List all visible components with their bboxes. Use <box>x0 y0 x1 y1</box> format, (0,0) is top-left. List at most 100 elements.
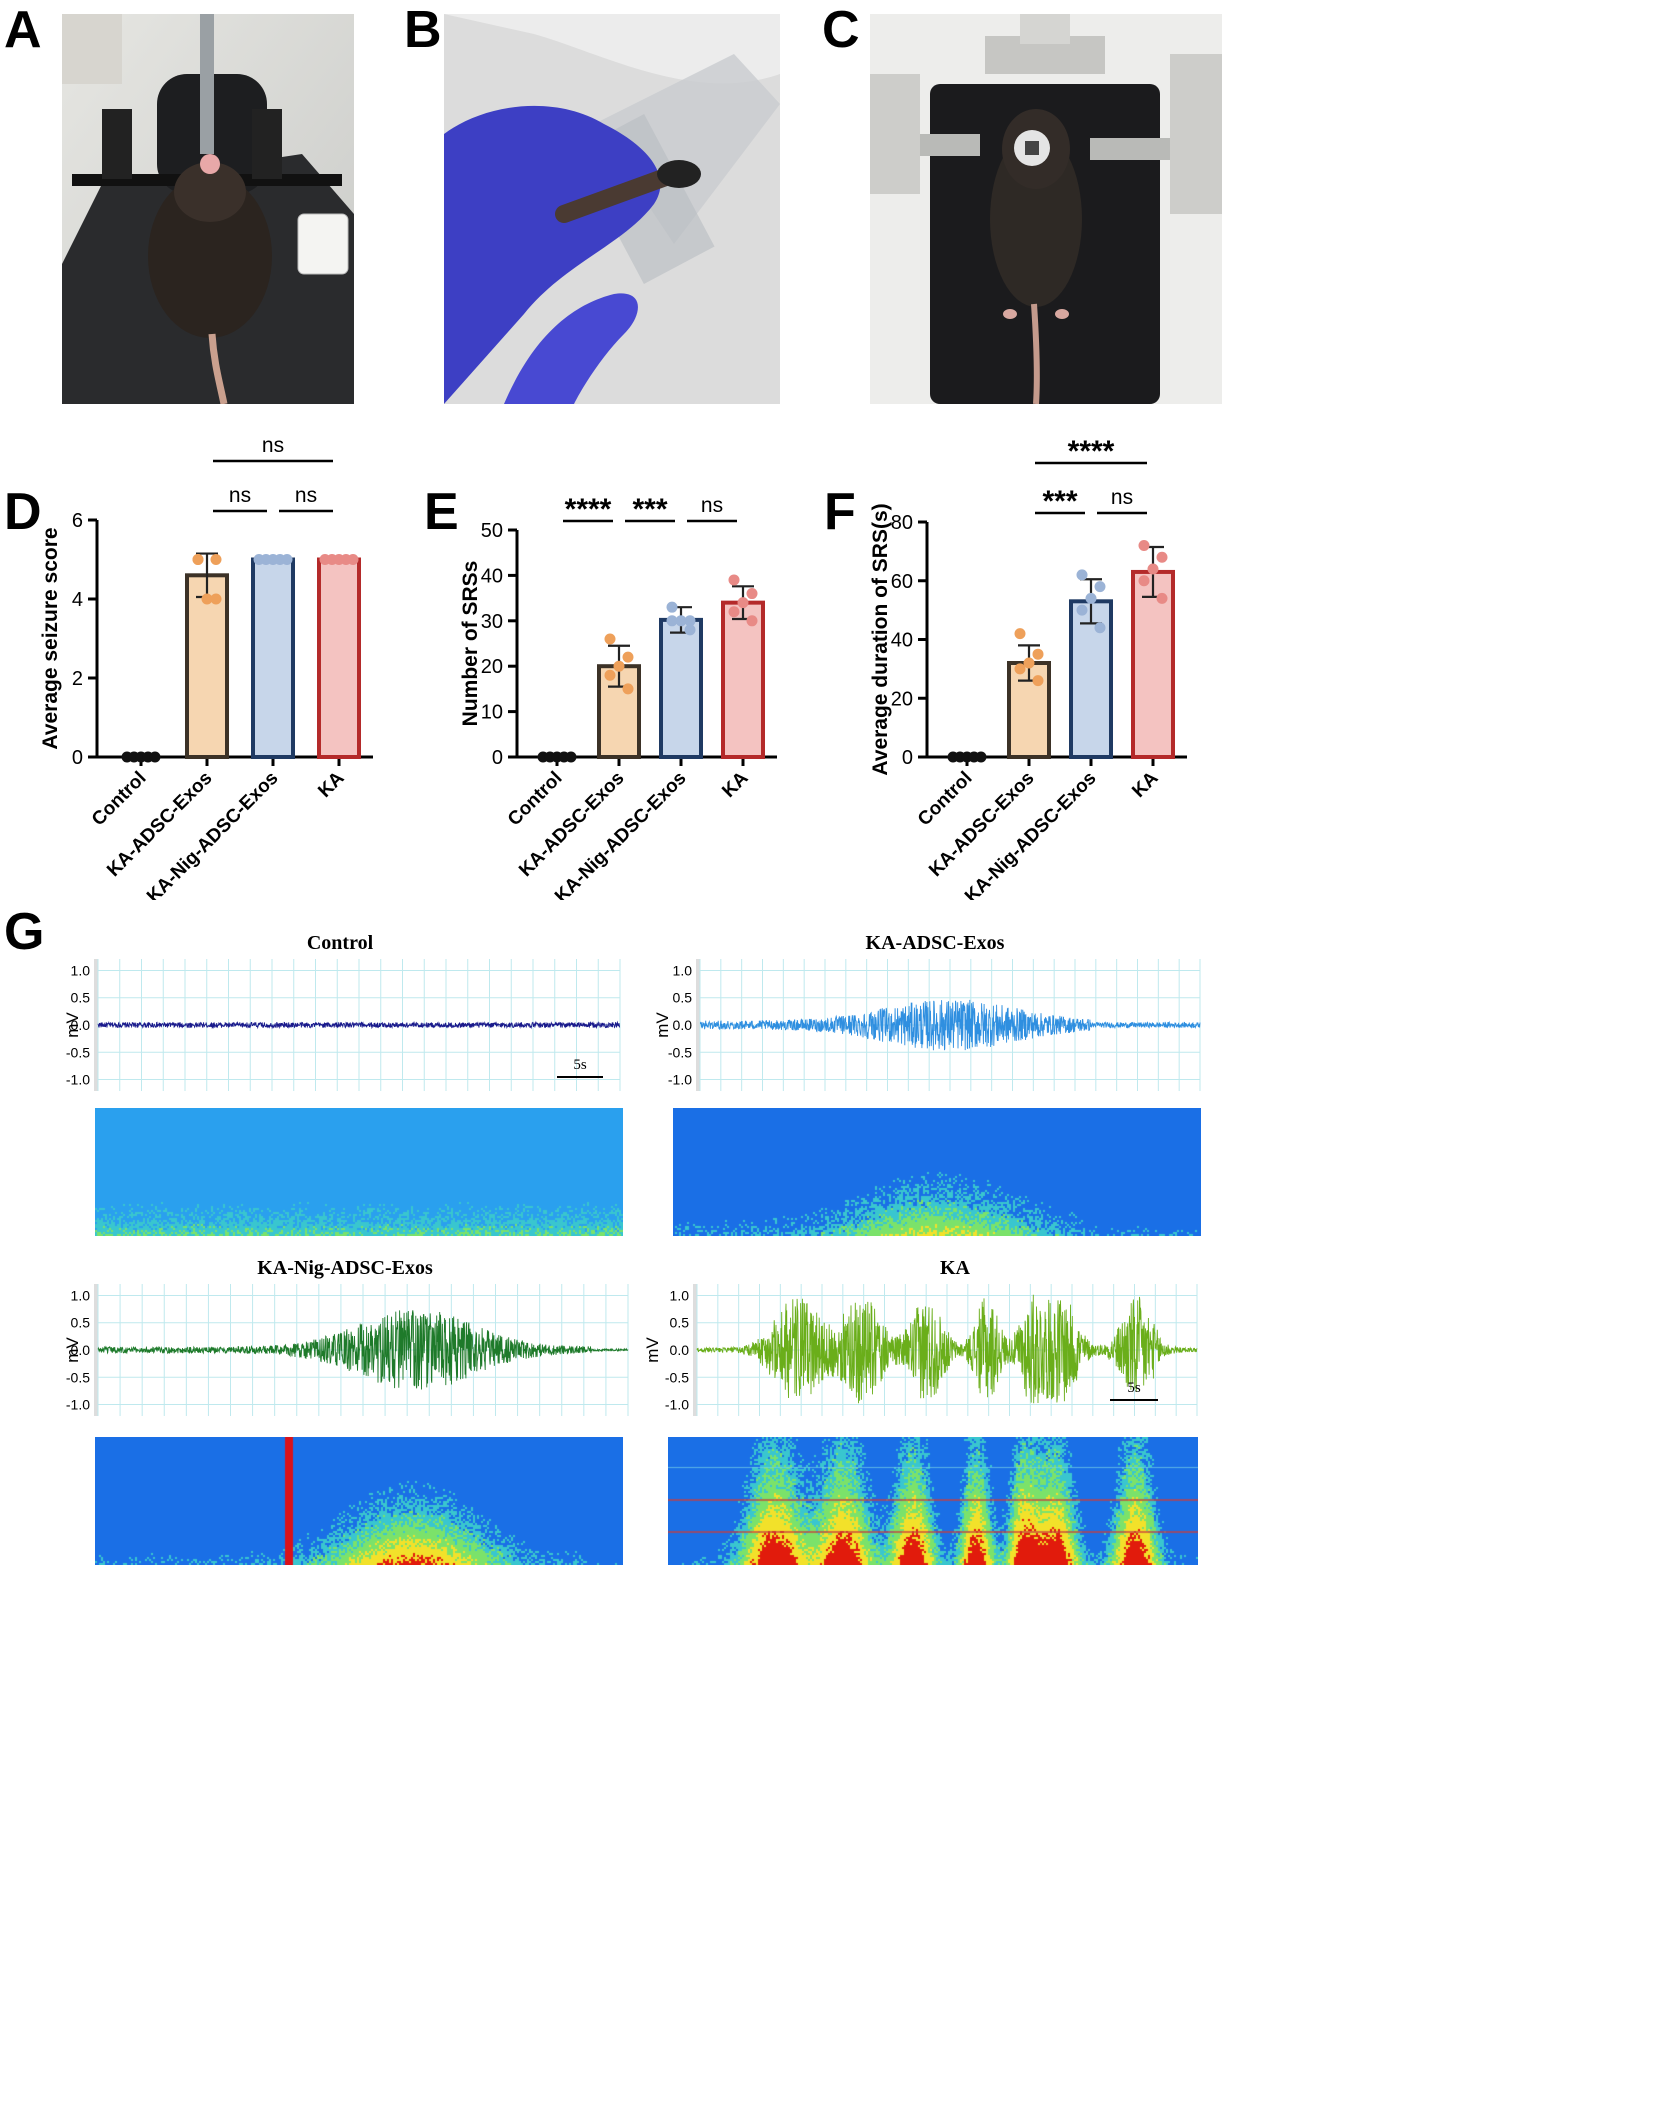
significance-label: **** <box>1068 435 1115 468</box>
data-point <box>684 615 696 627</box>
data-point <box>604 669 616 681</box>
significance-label: **** <box>565 493 612 526</box>
photo-intraperitoneal-injection <box>444 14 780 404</box>
data-point <box>1138 540 1150 551</box>
eeg-y-tick-label: 1.0 <box>71 962 91 978</box>
bar-ka-nig-adsc-exos <box>659 617 703 759</box>
data-point <box>975 751 987 763</box>
y-tick-label: 0 <box>492 747 503 769</box>
eeg-y-tick-label: -1.0 <box>665 1397 689 1413</box>
data-point <box>1076 569 1088 581</box>
eeg-title: KA-ADSC-Exos <box>866 932 1005 954</box>
y-tick-label: 6 <box>72 510 83 532</box>
y-tick-label: 40 <box>891 630 913 652</box>
eeg-y-tick-label: 0.5 <box>71 1315 91 1331</box>
x-tick-label: KA-ADSC-Exos <box>515 768 628 881</box>
eeg-y-axis <box>94 1284 98 1416</box>
photo-stereotaxic-injection <box>62 14 354 404</box>
data-point <box>1094 581 1106 593</box>
data-point <box>1138 575 1150 587</box>
data-point <box>347 554 359 565</box>
panel-label-c: C <box>822 1 860 59</box>
eeg-y-tick-label: 1.0 <box>71 1287 91 1303</box>
x-tick-label: KA <box>718 767 752 801</box>
data-point <box>281 554 293 565</box>
eeg-y-tick-label: 0.0 <box>71 1017 91 1033</box>
eeg-y-axis <box>696 959 700 1091</box>
eeg-title: KA-Nig-ADSC-Exos <box>257 1257 433 1279</box>
bar-ka-nig-adsc-exos <box>1069 599 1113 759</box>
bar-ka <box>721 600 765 759</box>
y-axis-title: Average seizure score <box>39 527 62 749</box>
y-tick-label: 40 <box>481 565 503 587</box>
eeg-y-tick-label: 0.0 <box>673 1017 693 1033</box>
eeg-trace-ka: KA mV 1.0 0.5 0.0 -0.5 -1.0 5s <box>643 1257 1198 1416</box>
spectrogram-ka-adsc-exos <box>673 1108 1201 1236</box>
eeg-y-tick-label: -1.0 <box>66 1072 90 1088</box>
panel-label-g: G <box>4 903 45 961</box>
eeg-y-tick-label: 0.0 <box>670 1342 690 1358</box>
significance-label: ns <box>229 484 251 507</box>
eeg-y-tick-label: 1.0 <box>670 1287 690 1303</box>
data-point <box>746 615 758 627</box>
eeg-title: KA <box>940 1257 971 1279</box>
data-point <box>210 593 222 605</box>
eeg-signal <box>696 1294 1198 1404</box>
data-point <box>1076 604 1088 616</box>
eeg-y-axis <box>94 959 98 1091</box>
y-tick-label: 50 <box>481 520 503 542</box>
x-tick-label: KA <box>1128 767 1162 801</box>
scale-bar-label: 5s <box>1127 1380 1141 1396</box>
data-point <box>1156 551 1168 563</box>
panel-label-b: B <box>404 1 442 59</box>
eeg-y-tick-label: 0.5 <box>670 1315 690 1331</box>
data-point <box>604 633 616 645</box>
eeg-y-tick-label: -0.5 <box>665 1369 689 1385</box>
data-point <box>666 601 678 613</box>
significance-label: ns <box>1111 486 1133 509</box>
eeg-y-label: mV <box>653 1012 672 1038</box>
y-tick-label: 60 <box>891 571 913 593</box>
panel-label-e: E <box>424 483 459 541</box>
y-tick-label: 4 <box>72 589 83 611</box>
data-point <box>201 593 213 605</box>
bar-ka <box>317 557 361 759</box>
eeg-y-tick-label: -0.5 <box>668 1044 692 1060</box>
data-point <box>1014 628 1026 640</box>
data-point <box>728 574 740 586</box>
data-point <box>622 683 634 695</box>
significance-label: ns <box>701 494 723 517</box>
data-point <box>737 597 749 609</box>
eeg-y-label: mV <box>63 1012 82 1038</box>
eeg-trace-ka-adsc-exos: KA-ADSC-Exos mV 1.0 0.5 0.0 -0.5 -1.0 <box>653 932 1201 1091</box>
data-point <box>210 554 222 565</box>
eeg-trace-control: Control mV 1.0 0.5 0.0 -0.5 -1.0 5s <box>63 932 621 1091</box>
y-tick-label: 0 <box>72 747 83 769</box>
eeg-y-tick-label: -0.5 <box>66 1369 90 1385</box>
spectrogram-ka <box>668 1437 1198 1565</box>
data-point <box>746 588 758 600</box>
data-point <box>1032 675 1044 687</box>
eeg-y-tick-label: 0.0 <box>71 1342 91 1358</box>
spectrogram-ka-nig-adsc-exos <box>95 1437 623 1565</box>
data-point <box>666 615 678 627</box>
data-point <box>1094 622 1106 634</box>
data-point <box>684 624 696 636</box>
x-tick-label: KA-ADSC-Exos <box>925 768 1038 881</box>
significance-label: *** <box>632 493 667 526</box>
eeg-y-tick-label: 1.0 <box>673 962 693 978</box>
x-tick-label: KA <box>314 767 348 801</box>
eeg-y-label: mV <box>643 1337 662 1363</box>
data-point <box>1032 648 1044 660</box>
eeg-signal <box>699 999 1201 1051</box>
eeg-y-tick-label: -1.0 <box>668 1072 692 1088</box>
eeg-title: Control <box>307 932 374 954</box>
x-tick-label: Control <box>88 768 151 831</box>
data-point <box>1023 657 1035 669</box>
data-point <box>565 751 577 763</box>
panel-label-d: D <box>4 483 42 541</box>
data-point <box>192 554 204 565</box>
eeg-signal <box>97 1310 629 1390</box>
eeg-signal <box>97 1020 621 1030</box>
